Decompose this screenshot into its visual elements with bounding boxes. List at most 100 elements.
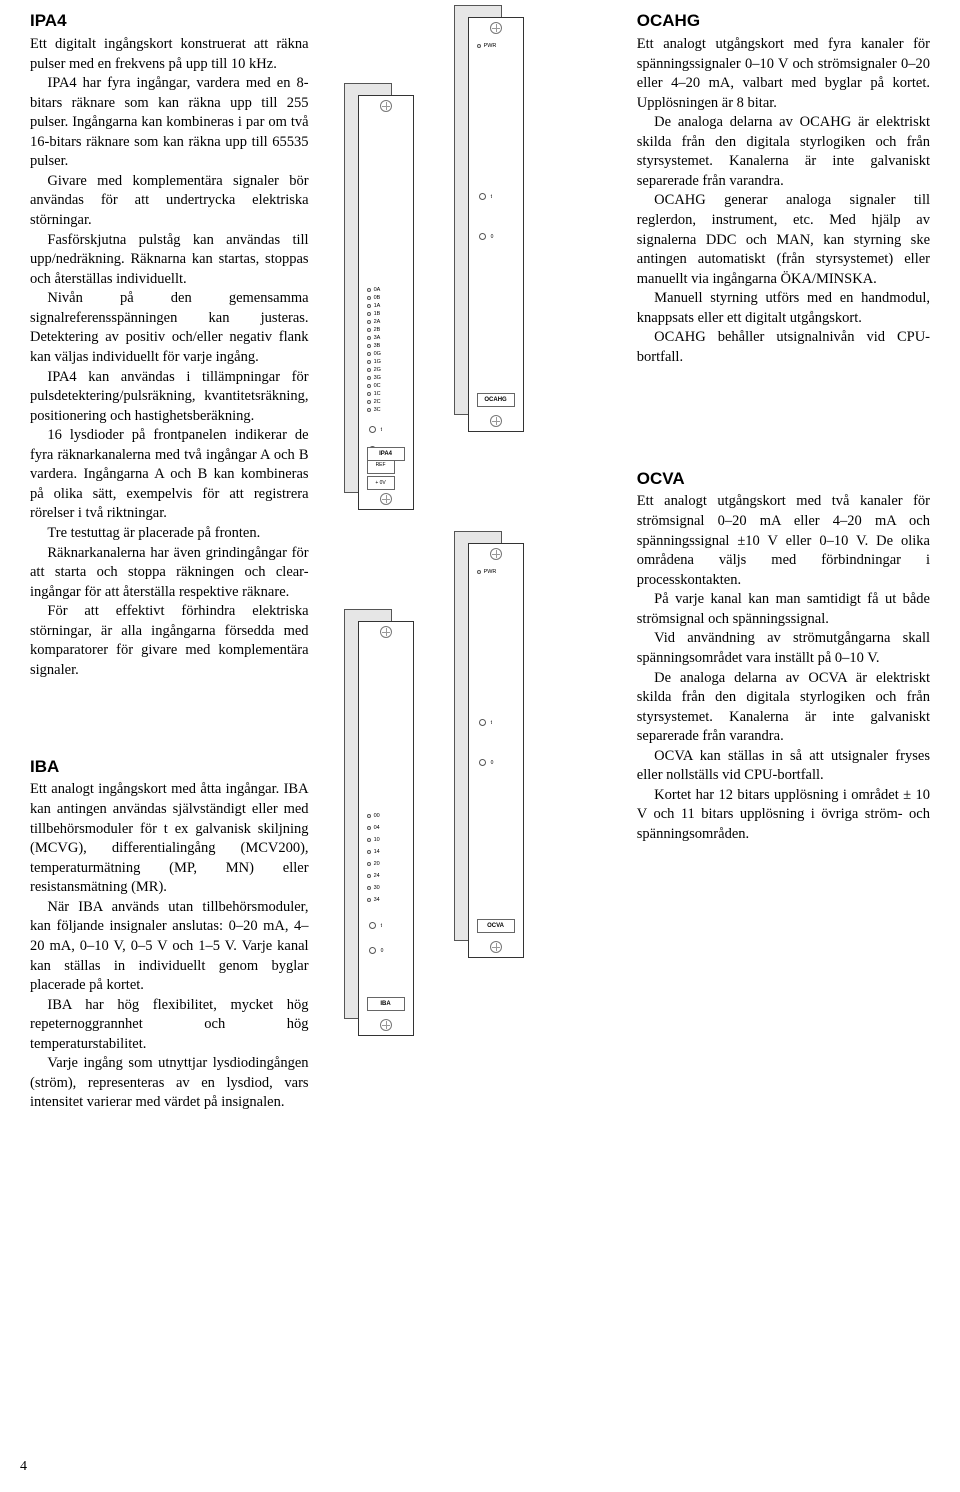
led-row: 10 bbox=[367, 836, 380, 844]
ocahg-body: Ett analogt utgångskort med fyra kanaler… bbox=[637, 35, 930, 368]
ocahg-p2: De analoga delarna av OCAHG är elektrisk… bbox=[637, 113, 930, 191]
ipa4-p1: Ett digitalt ingångskort konstruerat att… bbox=[30, 35, 309, 74]
led-dot-icon bbox=[367, 838, 371, 842]
led-label: 3C bbox=[374, 406, 381, 415]
ocva-p4: De analoga delarna av OCVA är elektriskt… bbox=[637, 669, 930, 747]
ocahg-p4: Manuell styrning utförs med en handmodul… bbox=[637, 289, 930, 328]
iba-p1: Ett analogt ingångskort med åtta ingånga… bbox=[30, 780, 309, 897]
card-front: 00 04 10 14 20 24 30 34 t 0 IBA bbox=[358, 621, 414, 1036]
ocva-title: OCVA bbox=[637, 468, 930, 491]
screw-icon bbox=[490, 22, 502, 34]
led-label: 24 bbox=[374, 872, 380, 881]
led-label: 04 bbox=[374, 824, 380, 833]
ocahg-p1: Ett analogt utgångskort med fyra kanaler… bbox=[637, 35, 930, 113]
jack-label: 0 bbox=[491, 234, 494, 241]
jack-label: 0 bbox=[381, 948, 384, 955]
card-label: IPA4 bbox=[367, 447, 405, 461]
screw-icon bbox=[490, 415, 502, 427]
ipa4-p9: Räknarkanalerna har även grindingångar f… bbox=[30, 544, 309, 603]
ocva-p2: På varje kanal kan man samtidigt få ut b… bbox=[637, 590, 930, 629]
ocva-p5: OCVA kan ställas in så att utsignaler fr… bbox=[637, 747, 930, 786]
led-label: 20 bbox=[374, 860, 380, 869]
led-label: 14 bbox=[374, 848, 380, 857]
led-dot-icon bbox=[367, 400, 371, 404]
jack-label: t bbox=[381, 427, 382, 434]
led-dot-icon bbox=[367, 352, 371, 356]
led-row: 24 bbox=[367, 872, 380, 880]
ipa4-card-diagram: 0A0B1A1B2A2B3A3B0G1G2G3G0C1C2C3C t 0 REF… bbox=[344, 83, 416, 513]
ipa4-p10: För att effektivt förhindra elektriska s… bbox=[30, 602, 309, 680]
card-label: IBA bbox=[367, 997, 405, 1011]
ocva-p3: Vid användning av strömutgångarna skall … bbox=[637, 629, 930, 668]
ov-box: + 0V bbox=[367, 476, 395, 490]
iba-p3: IBA har hög flexibilitet, mycket hög rep… bbox=[30, 996, 309, 1055]
ocva-section: OCVA Ett analogt utgångskort med två kan… bbox=[637, 468, 930, 845]
ocva-body: Ett analogt utgångskort med två kanaler … bbox=[637, 492, 930, 844]
led-dot-icon bbox=[367, 304, 371, 308]
led-dot-icon bbox=[367, 288, 371, 292]
screw-icon bbox=[380, 493, 392, 505]
jack-icon bbox=[479, 759, 486, 766]
led-dot-icon bbox=[367, 360, 371, 364]
led-dot-icon bbox=[367, 392, 371, 396]
led-list: 00 04 10 14 20 24 30 34 bbox=[367, 812, 380, 908]
ipa4-p5: Nivån på den gemensamma signalreferenssp… bbox=[30, 289, 309, 367]
led-label: 34 bbox=[374, 896, 380, 905]
iba-section: IBA Ett analogt ingångskort med åtta ing… bbox=[30, 756, 309, 1114]
ocva-p1: Ett analogt utgångskort med två kanaler … bbox=[637, 492, 930, 590]
led-dot-icon bbox=[367, 874, 371, 878]
led-dot-icon bbox=[367, 336, 371, 340]
ipa4-p2: IPA4 har fyra ingångar, vardera med en 8… bbox=[30, 74, 309, 172]
ocahg-section: OCAHG Ett analogt utgångskort med fyra k… bbox=[637, 10, 930, 368]
led-row: 3C bbox=[367, 406, 381, 414]
jack-label: t bbox=[381, 923, 382, 930]
led-list: 0A0B1A1B2A2B3A3B0G1G2G3G0C1C2C3C bbox=[367, 286, 381, 414]
card-front: 0A0B1A1B2A2B3A3B0G1G2G3G0C1C2C3C t 0 REF… bbox=[358, 95, 414, 510]
card-front: PWR t 0 OCAHG bbox=[468, 17, 524, 432]
led-label: 10 bbox=[374, 836, 380, 845]
ipa4-p8: Tre testuttag är placerade på fronten. bbox=[30, 524, 309, 544]
jack-icon bbox=[369, 922, 376, 929]
led-dot-icon bbox=[367, 850, 371, 854]
screw-icon bbox=[380, 1019, 392, 1031]
led-dot-icon bbox=[367, 862, 371, 866]
ipa4-section: IPA4 Ett digitalt ingångskort konstruera… bbox=[30, 10, 309, 681]
screw-icon bbox=[490, 548, 502, 560]
ocahg-p5: OCAHG behåller utsignalnivån vid CPU-bor… bbox=[637, 328, 930, 367]
iba-p2: När IBA används utan tillbehörsmoduler, … bbox=[30, 898, 309, 996]
led-dot-icon bbox=[367, 320, 371, 324]
ipa4-p6: IPA4 kan användas i tillämpningar för pu… bbox=[30, 368, 309, 427]
led-dot-icon bbox=[367, 886, 371, 890]
led-dot-icon bbox=[367, 328, 371, 332]
led-dot-icon bbox=[367, 408, 371, 412]
led-dot-icon bbox=[367, 312, 371, 316]
pwr-label: PWR bbox=[484, 568, 497, 577]
ocahg-title: OCAHG bbox=[637, 10, 930, 33]
led-dot-icon bbox=[367, 898, 371, 902]
iba-p4: Varje ingång som utnyttjar lysdiodingång… bbox=[30, 1054, 309, 1113]
screw-icon bbox=[490, 941, 502, 953]
ref-box: REF bbox=[367, 460, 395, 474]
ipa4-p7: 16 lysdioder på frontpanelen indikerar d… bbox=[30, 426, 309, 524]
jack-icon bbox=[369, 426, 376, 433]
led-dot-icon bbox=[367, 344, 371, 348]
jack-label: t bbox=[491, 194, 492, 201]
ocahg-card-diagram: PWR t 0 OCAHG bbox=[454, 5, 526, 435]
led-row: 20 bbox=[367, 860, 380, 868]
led-row: 34 bbox=[367, 896, 380, 904]
led-row: 04 bbox=[367, 824, 380, 832]
ocva-card-diagram: PWR t 0 OCVA bbox=[454, 531, 526, 961]
led-dot-icon bbox=[367, 296, 371, 300]
card-front: PWR t 0 OCVA bbox=[468, 543, 524, 958]
pwr-label: PWR bbox=[484, 42, 497, 51]
led-label: 00 bbox=[374, 812, 380, 821]
ocva-p6: Kortet har 12 bitars upplösning i område… bbox=[637, 786, 930, 845]
jack-icon bbox=[479, 193, 486, 200]
led-row: 14 bbox=[367, 848, 380, 856]
ipa4-p3: Givare med komplementära signaler bör an… bbox=[30, 172, 309, 231]
card-label: OCVA bbox=[477, 919, 515, 933]
led-row: 30 bbox=[367, 884, 380, 892]
led-dot-icon bbox=[367, 368, 371, 372]
jack-icon bbox=[369, 947, 376, 954]
led-dot-icon bbox=[367, 384, 371, 388]
